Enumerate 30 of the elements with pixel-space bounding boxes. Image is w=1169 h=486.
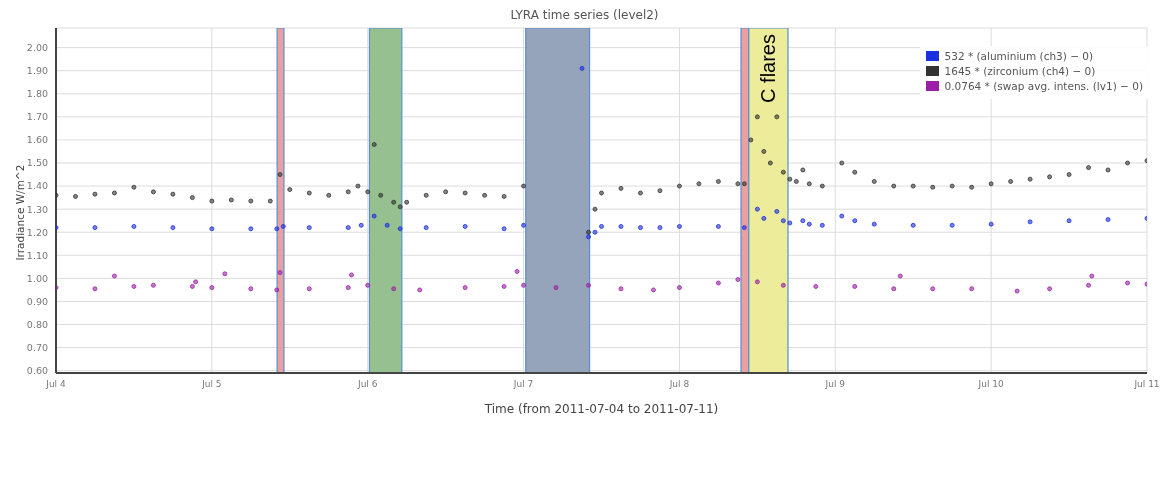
x-tick-label: Jul 11 <box>1133 379 1160 390</box>
y-tick-label: 0.80 <box>26 318 48 330</box>
y-tick-label: 1.60 <box>26 134 48 146</box>
y-tick-label: 1.40 <box>26 180 48 192</box>
x-tick-label: Jul 8 <box>668 379 690 390</box>
y-tick-label: 1.20 <box>26 226 48 238</box>
y-tick-label: 1.00 <box>26 272 48 284</box>
y-tick-label: 1.80 <box>26 88 48 100</box>
legend-label: 1645 * (zirconium (ch4) − 0) <box>944 65 1096 77</box>
y-tick-label: 1.50 <box>26 157 48 169</box>
x-tick-label: Jul 5 <box>201 379 222 390</box>
legend-label: 532 * (aluminium (ch3) − 0) <box>944 50 1094 62</box>
y-tick-label: 0.70 <box>26 341 48 353</box>
band-label: C flares <box>757 34 780 103</box>
x-tick-label: Jul 7 <box>512 379 534 390</box>
chart-title: LYRA time series (level2) <box>509 8 660 24</box>
x-tick-label: Jul 10 <box>977 379 1004 390</box>
x-tick-label: Jul 9 <box>824 379 846 390</box>
y-tick-label: 0.90 <box>26 295 48 307</box>
y-tick-label: 2.00 <box>26 41 48 53</box>
y-tick-label: 1.90 <box>26 65 48 77</box>
x-axis-title: Time (from 2011-07-04 to 2011-07-11) <box>483 402 719 416</box>
x-tick-label: Jul 4 <box>45 379 66 390</box>
y-tick-label: 0.60 <box>26 365 48 377</box>
y-tick-label: 1.10 <box>26 249 48 261</box>
y-tick-label: 1.30 <box>26 203 48 215</box>
x-tick-label: Jul 6 <box>356 379 378 390</box>
y-axis-title: Irradiance W/m^2 <box>13 164 26 261</box>
legend-label: 0.0764 * (swap avg. intens. (lv1) − 0) <box>944 80 1143 92</box>
y-tick-label: 1.70 <box>26 111 48 123</box>
